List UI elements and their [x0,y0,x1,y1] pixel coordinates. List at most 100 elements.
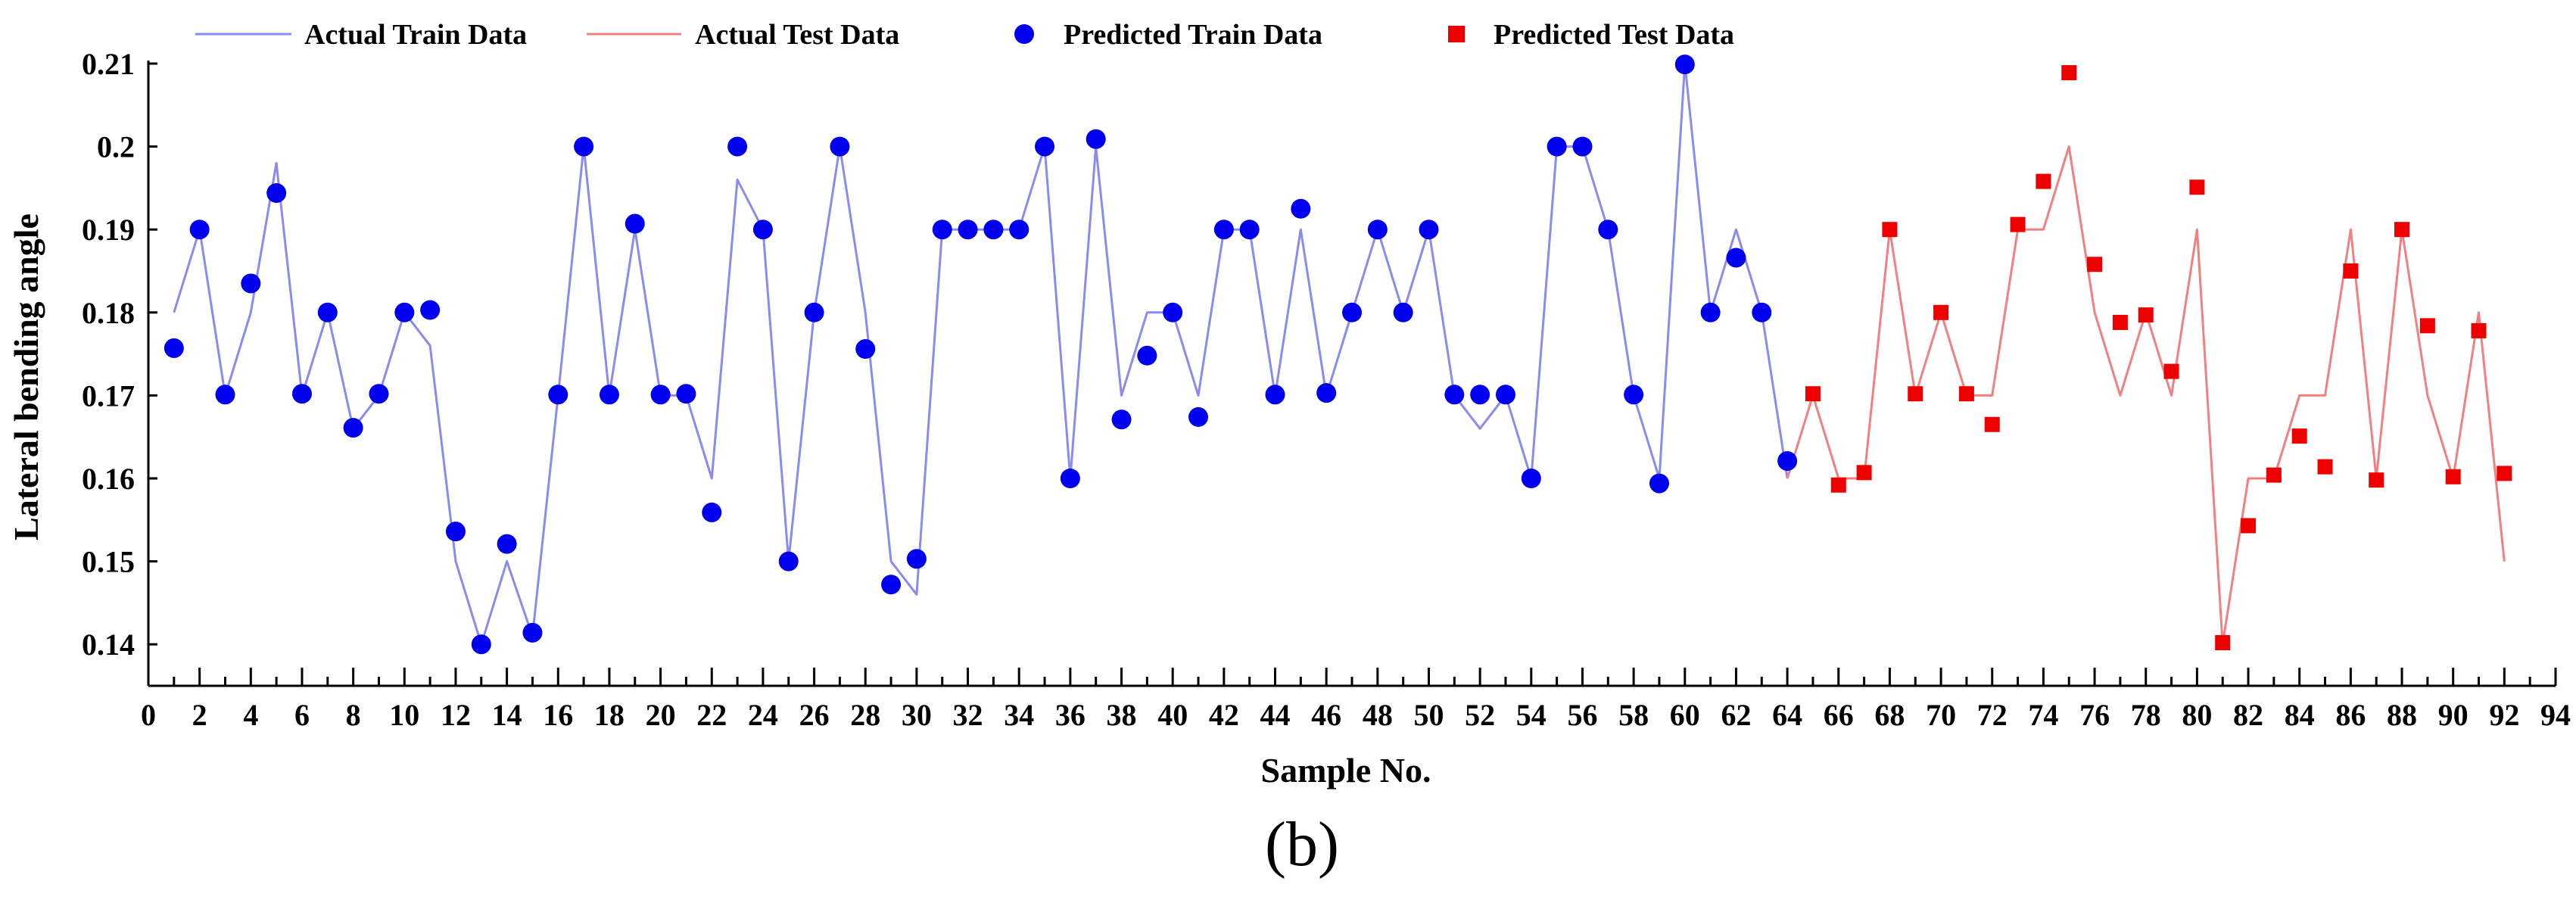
predicted-test-point [2087,257,2103,273]
predicted-test-point [2138,307,2154,323]
x-tick-label: 14 [492,698,522,732]
x-tick-label: 56 [1567,698,1597,732]
predicted-train-point [1060,469,1080,488]
x-tick-label: 44 [1260,698,1291,732]
predicted-train-point [1419,220,1439,240]
x-tick-label: 76 [2079,698,2110,732]
legend: Actual Train Data Actual Test Data Predi… [195,19,1734,51]
predicted-test-point [2189,179,2205,195]
predicted-train-point [369,384,389,404]
predicted-test-point [2241,518,2257,534]
y-tick-label: 0.14 [82,628,135,662]
predicted-train-point [1291,198,1311,219]
x-tick-label: 12 [441,698,471,732]
legend-marker-predicted-train [1014,24,1034,44]
x-tick-label: 94 [2540,698,2571,732]
predicted-train-point [1342,302,1362,322]
x-tick-label: 10 [389,698,419,732]
x-tick-label: 68 [1874,698,1905,732]
y-tick-label: 0.2 [97,130,135,164]
x-tick-label: 38 [1107,698,1137,732]
x-tick-label: 40 [1157,698,1188,732]
predicted-train-point [445,522,466,542]
x-tick-label: 92 [2489,698,2519,732]
predicted-train-point [1188,406,1209,427]
predicted-train-point [983,220,1004,240]
predicted-test-point [2471,322,2487,338]
predicted-train-point [1213,220,1234,240]
predicted-train-point [522,622,543,643]
predicted-train-point [1009,220,1029,240]
predicted-test-point [1958,386,1974,402]
series-lines [173,62,2506,646]
x-tick-label: 22 [696,698,727,732]
x-tick-label: 74 [2028,698,2058,732]
predicted-test-point [1830,477,1846,493]
predicted-train-point [1393,302,1413,322]
predicted-train-point [1649,473,1669,494]
x-tick-label: 32 [953,698,983,732]
predicted-train-point [702,502,722,522]
predicted-train-point [1495,385,1515,405]
predicted-test-point [1908,386,1923,402]
x-tick-label: 18 [594,698,625,732]
x-tick-label: 84 [2285,698,2315,732]
predicted-test-point [1805,386,1821,402]
x-tick-label: 78 [2131,698,2161,732]
predicted-test-point [2112,314,2128,330]
series-line-actual-train-data [173,62,1789,646]
predicted-train-point [1137,345,1157,366]
predicted-train-point [1752,302,1772,322]
predicted-train-point [1444,385,1465,405]
predicted-train-point [1239,220,1260,240]
x-tick-label: 62 [1721,698,1751,732]
x-tick-label: 20 [646,698,676,732]
x-tick-label: 4 [243,698,258,732]
x-tick-label: 52 [1465,698,1495,732]
predicted-test-point [1856,465,1872,481]
predicted-train-point [958,220,978,240]
predicted-train-point [1086,129,1106,149]
y-tick-label: 0.16 [82,462,135,496]
predicted-train-point [1316,383,1337,403]
predicted-train-point [266,182,287,203]
legend-label-actual-test: Actual Test Data [695,19,899,51]
predicted-train-point [778,551,799,572]
legend-label-predicted-test: Predicted Test Data [1494,19,1734,51]
legend-label-actual-train: Actual Train Data [304,19,527,51]
predicted-train-point [548,385,568,405]
predicted-test-point [2317,459,2333,475]
predicted-test-point [1882,222,1898,238]
predicted-train-point [1624,385,1644,405]
series-markers [164,55,2512,655]
x-tick-label: 8 [346,698,361,732]
x-tick-label: 30 [902,698,932,732]
predicted-train-point [830,136,850,157]
series-line-actual-test-data [1786,145,2506,646]
predicted-test-point [2343,263,2359,279]
x-axis-title: Sample No. [1261,751,1431,790]
x-tick-label: 16 [543,698,573,732]
predicted-train-point [804,302,824,322]
x-tick-label: 54 [1516,698,1547,732]
y-tick-label: 0.19 [82,213,135,247]
axes: 0.140.150.160.170.180.190.20.210 2 4 6 8 10 12… [82,47,2571,732]
x-tick-label: 34 [1004,698,1034,732]
x-tick-label: 26 [799,698,830,732]
predicted-train-point [394,302,415,322]
predicted-test-point [2369,472,2384,488]
predicted-train-point [625,213,645,234]
x-tick-label: 88 [2387,698,2417,732]
predicted-test-point [2036,173,2051,189]
x-tick-label: 46 [1311,698,1341,732]
predicted-train-point [1163,302,1183,322]
legend-label-predicted-train: Predicted Train Data [1064,19,1322,51]
predicted-train-point [241,273,261,294]
predicted-test-point [2010,216,2026,232]
x-tick-label: 82 [2233,698,2263,732]
y-axis-title: Lateral bending angle [7,213,45,540]
predicted-train-point [855,339,876,360]
x-tick-label: 60 [1670,698,1700,732]
predicted-train-point [881,575,902,595]
